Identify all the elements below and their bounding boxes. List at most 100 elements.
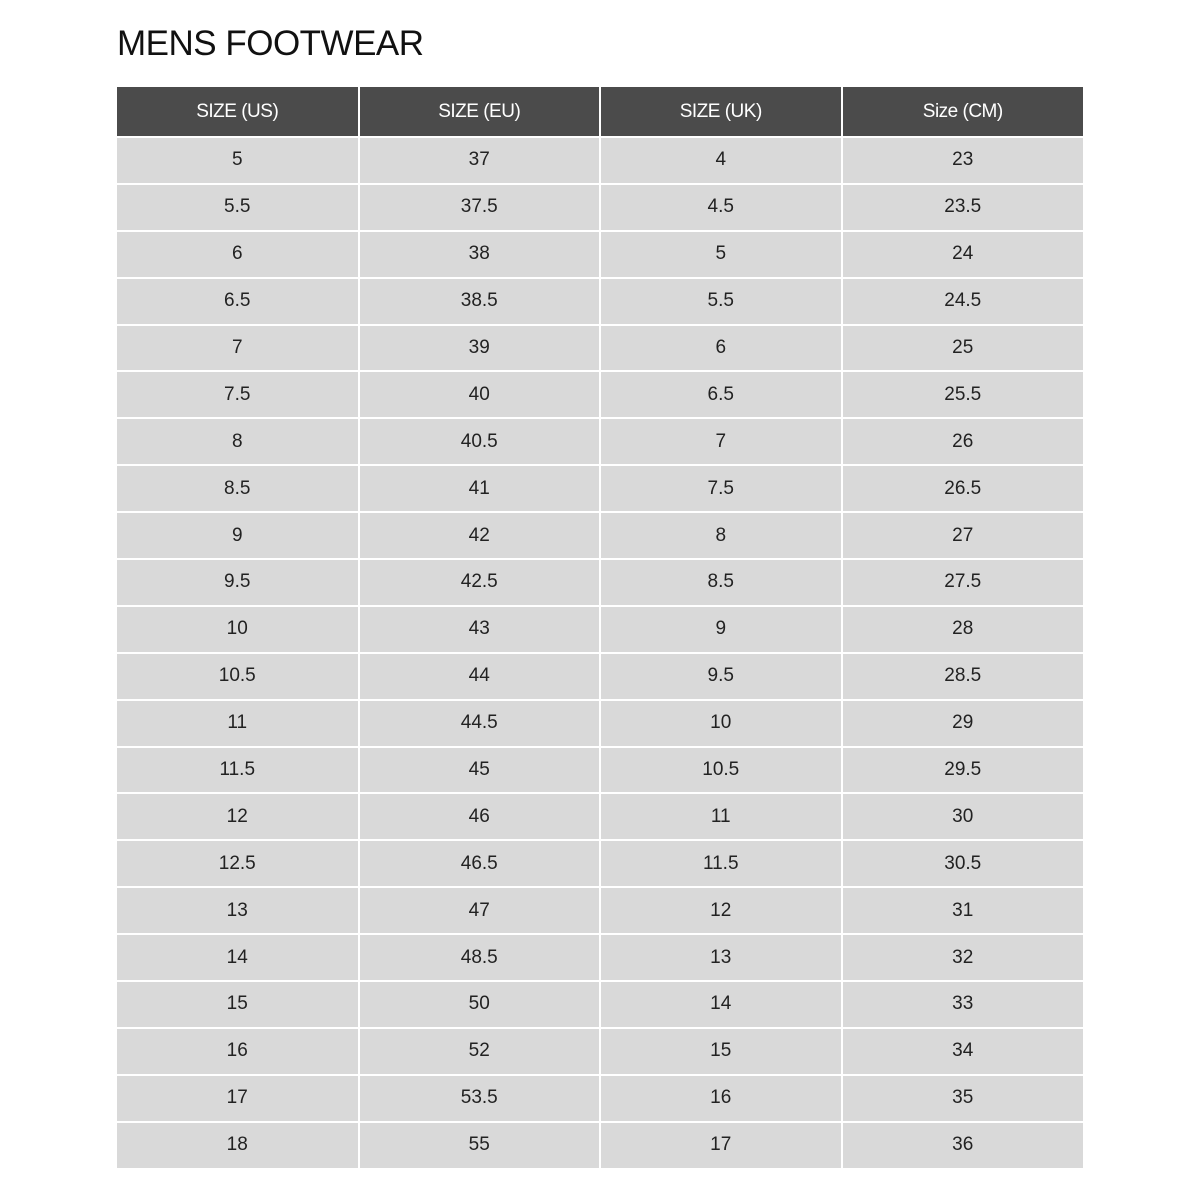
table-row: 11.5 45 10.5 29.5	[117, 745, 1083, 795]
cell-size-eu: 46	[357, 792, 601, 842]
cell-size-cm: 27	[840, 511, 1083, 561]
table-row: 14 48.5 13 32	[117, 933, 1083, 983]
cell-size-eu: 39	[357, 323, 601, 373]
cell-size-us: 9.5	[117, 558, 360, 607]
cell-size-us: 8.5	[117, 464, 360, 514]
cell-size-cm: 25.5	[840, 370, 1083, 420]
cell-size-us: 7	[117, 323, 360, 373]
cell-size-cm: 30	[840, 792, 1083, 842]
cell-size-us: 14	[117, 933, 360, 983]
cell-size-uk: 17	[599, 1120, 843, 1170]
cell-size-cm: 24.5	[840, 276, 1083, 326]
cell-size-us: 12.5	[117, 839, 360, 889]
cell-size-eu: 44.5	[357, 698, 601, 748]
table-row: 15 50 14 33	[117, 980, 1083, 1029]
table-row: 8 40.5 7 26	[117, 417, 1083, 467]
cell-size-us: 7.5	[117, 370, 360, 420]
cell-size-us: 16	[117, 1026, 360, 1076]
cell-size-cm: 26	[840, 417, 1083, 467]
table-row: 12 46 11 30	[117, 792, 1083, 842]
cell-size-us: 10	[117, 604, 360, 654]
cell-size-eu: 37.5	[357, 182, 601, 232]
cell-size-eu: 38	[357, 229, 601, 279]
cell-size-eu: 50	[357, 980, 601, 1029]
cell-size-uk: 9	[599, 604, 843, 654]
cell-size-eu: 52	[357, 1026, 601, 1076]
table-row: 9 42 8 27	[117, 511, 1083, 561]
cell-size-eu: 42.5	[357, 558, 601, 607]
cell-size-eu: 41	[357, 464, 601, 514]
cell-size-eu: 55	[357, 1120, 601, 1170]
table-row: 5 37 4 23	[117, 136, 1083, 185]
cell-size-eu: 42	[357, 511, 601, 561]
table-row: 10 43 9 28	[117, 604, 1083, 654]
table-body: 5 37 4 23 5.5 37.5 4.5 23.5 6 38 5 24 6.5 38.5 5.5 24.5…	[117, 136, 1083, 1170]
cell-size-eu: 53.5	[357, 1073, 601, 1123]
cell-size-cm: 35	[840, 1073, 1083, 1123]
table-row: 12.5 46.5 11.5 30.5	[117, 839, 1083, 889]
cell-size-uk: 12	[599, 886, 843, 936]
size-chart-table: SIZE (US) SIZE (EU) SIZE (UK) Size (CM) …	[117, 87, 1083, 1170]
cell-size-uk: 4.5	[599, 182, 843, 232]
cell-size-uk: 13	[599, 933, 843, 983]
cell-size-cm: 28.5	[840, 651, 1083, 701]
cell-size-uk: 14	[599, 980, 843, 1029]
table-row: 10.5 44 9.5 28.5	[117, 651, 1083, 701]
cell-size-uk: 7.5	[599, 464, 843, 514]
cell-size-cm: 25	[840, 323, 1083, 373]
cell-size-us: 5	[117, 136, 360, 185]
cell-size-cm: 28	[840, 604, 1083, 654]
table-row: 6.5 38.5 5.5 24.5	[117, 276, 1083, 326]
cell-size-uk: 8.5	[599, 558, 843, 607]
cell-size-eu: 47	[357, 886, 601, 936]
cell-size-eu: 37	[357, 136, 601, 185]
cell-size-cm: 32	[840, 933, 1083, 983]
cell-size-us: 18	[117, 1120, 360, 1170]
cell-size-cm: 26.5	[840, 464, 1083, 514]
cell-size-uk: 15	[599, 1026, 843, 1076]
cell-size-us: 8	[117, 417, 360, 467]
cell-size-cm: 30.5	[840, 839, 1083, 889]
cell-size-cm: 23	[840, 136, 1083, 185]
table-row: 11 44.5 10 29	[117, 698, 1083, 748]
cell-size-uk: 10.5	[599, 745, 843, 795]
cell-size-eu: 48.5	[357, 933, 601, 983]
cell-size-uk: 10	[599, 698, 843, 748]
cell-size-eu: 40.5	[357, 417, 601, 467]
cell-size-us: 10.5	[117, 651, 360, 701]
cell-size-uk: 5.5	[599, 276, 843, 326]
table-row: 13 47 12 31	[117, 886, 1083, 936]
table-row: 7.5 40 6.5 25.5	[117, 370, 1083, 420]
table-row: 16 52 15 34	[117, 1026, 1083, 1076]
cell-size-cm: 31	[840, 886, 1083, 936]
cell-size-uk: 11	[599, 792, 843, 842]
cell-size-cm: 29.5	[840, 745, 1083, 795]
cell-size-uk: 16	[599, 1073, 843, 1123]
table-row: 8.5 41 7.5 26.5	[117, 464, 1083, 514]
table-row: 6 38 5 24	[117, 229, 1083, 279]
cell-size-us: 6	[117, 229, 360, 279]
cell-size-uk: 6	[599, 323, 843, 373]
table-row: 7 39 6 25	[117, 323, 1083, 373]
cell-size-us: 12	[117, 792, 360, 842]
cell-size-us: 11	[117, 698, 360, 748]
cell-size-cm: 23.5	[840, 182, 1083, 232]
cell-size-eu: 40	[357, 370, 601, 420]
cell-size-us: 11.5	[117, 745, 360, 795]
cell-size-eu: 46.5	[357, 839, 601, 889]
cell-size-eu: 38.5	[357, 276, 601, 326]
cell-size-us: 9	[117, 511, 360, 561]
header-size-uk: SIZE (UK)	[599, 87, 843, 138]
cell-size-us: 5.5	[117, 182, 360, 232]
header-row: SIZE (US) SIZE (EU) SIZE (UK) Size (CM)	[117, 87, 1083, 138]
cell-size-cm: 27.5	[840, 558, 1083, 607]
cell-size-uk: 5	[599, 229, 843, 279]
cell-size-cm: 24	[840, 229, 1083, 279]
table-row: 17 53.5 16 35	[117, 1073, 1083, 1123]
cell-size-us: 15	[117, 980, 360, 1029]
cell-size-cm: 33	[840, 980, 1083, 1029]
cell-size-us: 6.5	[117, 276, 360, 326]
cell-size-uk: 6.5	[599, 370, 843, 420]
cell-size-eu: 43	[357, 604, 601, 654]
cell-size-uk: 9.5	[599, 651, 843, 701]
